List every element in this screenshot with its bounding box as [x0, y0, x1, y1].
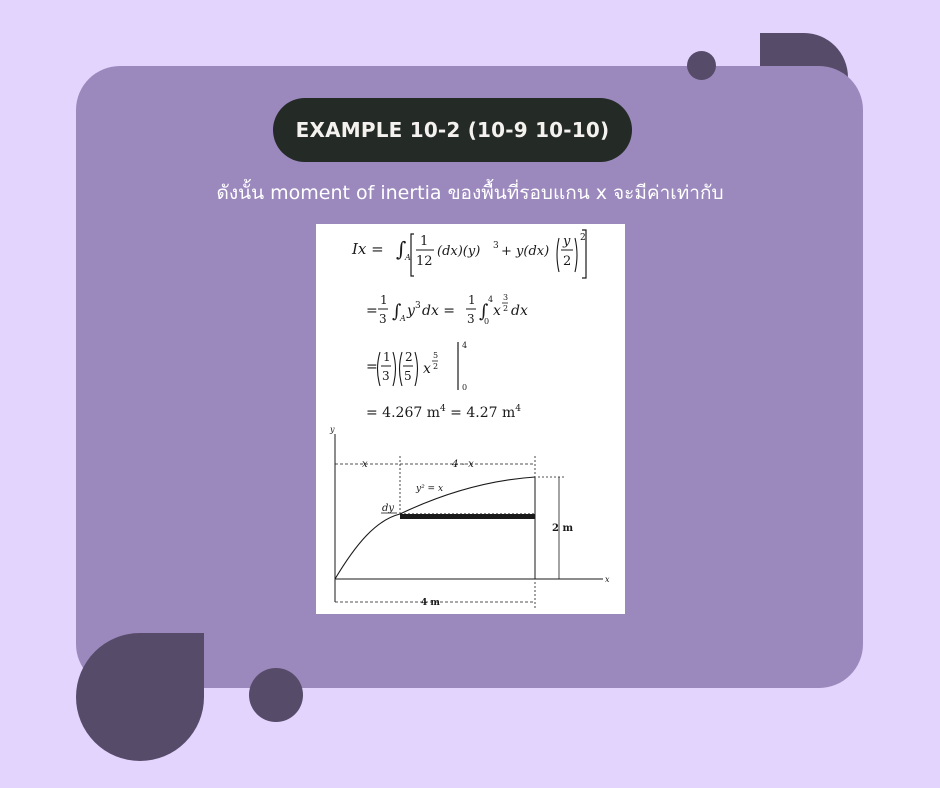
dim-4-minus-x-label: 4 - x: [451, 459, 474, 470]
eq-line3-frac1-den: 3: [382, 369, 390, 383]
dim-x-label: x: [362, 459, 368, 470]
area-diagram: y x x 4 - x y² = x dy 2 m 4 m: [329, 425, 610, 608]
eq-line3-upper-limit: 4: [462, 341, 467, 350]
eq-line3-x-exp-den: 2: [433, 362, 438, 371]
decorative-dot-bottom-left: [249, 668, 303, 722]
eq-line2-dx: dx =: [422, 303, 455, 319]
eq-line2-x-exp-den: 2: [503, 304, 508, 313]
eq-line1-frac-num: 1: [420, 234, 428, 249]
eq-line3-paren2-left: [400, 352, 403, 386]
eq-line3-x-exp-num: 5: [433, 351, 438, 360]
height-label: 2 m: [552, 523, 573, 534]
eq-line2-frac-num: 1: [380, 293, 388, 307]
eq-line3-lead: =: [366, 359, 378, 375]
solution-figure: Ix = ∫ A 1 12 (dx)(y) 3 + y(dx) y 2 2 = …: [316, 224, 625, 614]
eq-line3-frac2-num: 2: [405, 350, 413, 364]
x-axis-label: x: [605, 575, 610, 584]
equation-block: Ix = ∫ A 1 12 (dx)(y) 3 + y(dx) y 2 2 = …: [351, 230, 586, 421]
eq-line2-tail: dx: [511, 303, 528, 319]
eq-line2-frac2-den: 3: [467, 312, 475, 326]
solution-figure-svg: Ix = ∫ A 1 12 (dx)(y) 3 + y(dx) y 2 2 = …: [316, 224, 625, 614]
subtitle-text: ดังนั้น moment of inertia ของพื้นที่รอบแ…: [90, 178, 850, 208]
eq-line2-x-exp-num: 3: [503, 293, 508, 302]
eq-line1-two: 2: [563, 254, 571, 269]
eq-line3-paren2-right: [415, 352, 418, 386]
curve-equation-label: y² = x: [415, 484, 443, 494]
eq-line1-term-b: + y(dx): [501, 244, 549, 259]
eq-line3-paren1-right: [393, 352, 396, 386]
eq-line3-paren1-left: [378, 352, 381, 386]
y-axis-label: y: [329, 425, 335, 434]
eq-line2-frac2-num: 1: [468, 293, 476, 307]
eq-line1-paren-right: [575, 238, 577, 272]
horizontal-strip: [400, 514, 535, 519]
eq-line1-term-a: (dx)(y): [437, 244, 480, 259]
eq-line2-x: x: [493, 303, 501, 319]
example-title-badge: EXAMPLE 10-2 (10-9 10-10): [273, 98, 632, 162]
strip-label: dy: [382, 503, 394, 514]
width-label: 4 m: [421, 598, 440, 608]
eq-line1-y: y: [562, 234, 571, 249]
eq-line1-paren-left: [557, 238, 559, 272]
eq-line2-lead: =: [366, 303, 378, 319]
eq-line3-lower-limit: 0: [462, 383, 467, 392]
eq-line1-frac-den: 12: [416, 254, 433, 269]
eq-line1-integral-sub: A: [404, 253, 411, 262]
example-title: EXAMPLE 10-2 (10-9 10-10): [296, 118, 610, 142]
eq-line4-value: = 4.267 m4 = 4.27 m4: [366, 404, 521, 421]
eq-line2-y-exp: 3: [415, 301, 421, 311]
eq-line2-frac-den: 3: [379, 312, 387, 326]
eq-line1-square: 2: [580, 233, 586, 243]
eq-line1-lhs: Ix =: [351, 240, 384, 258]
eq-line2-integral-sub: A: [399, 314, 406, 323]
decorative-dot-top-right: [687, 51, 716, 80]
decorative-drop-bottom-left: [76, 633, 204, 761]
eq-line3-frac1-num: 1: [383, 350, 391, 364]
eq-line1-bracket-left: [411, 234, 414, 276]
eq-line3-frac2-den: 5: [404, 369, 412, 383]
eq-line3-x: x: [423, 361, 431, 377]
eq-line2-lower-limit: 0: [484, 317, 489, 326]
eq-line1-term-a-exp: 3: [493, 241, 499, 251]
